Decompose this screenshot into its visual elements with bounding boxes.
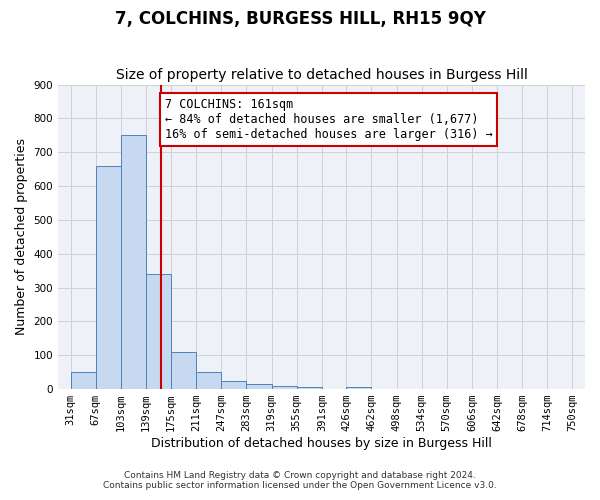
Bar xyxy=(221,380,247,389)
X-axis label: Distribution of detached houses by size in Burgess Hill: Distribution of detached houses by size … xyxy=(151,437,492,450)
Y-axis label: Number of detached properties: Number of detached properties xyxy=(15,138,28,336)
Title: Size of property relative to detached houses in Burgess Hill: Size of property relative to detached ho… xyxy=(116,68,527,82)
Bar xyxy=(171,352,196,389)
Text: Contains HM Land Registry data © Crown copyright and database right 2024.
Contai: Contains HM Land Registry data © Crown c… xyxy=(103,470,497,490)
Bar xyxy=(346,388,371,389)
Bar xyxy=(146,274,171,389)
Bar xyxy=(96,166,121,389)
Bar xyxy=(272,386,297,389)
Bar xyxy=(71,372,96,389)
Bar xyxy=(247,384,272,389)
Bar xyxy=(121,136,146,389)
Bar xyxy=(196,372,221,389)
Bar xyxy=(297,388,322,389)
Text: 7 COLCHINS: 161sqm
← 84% of detached houses are smaller (1,677)
16% of semi-deta: 7 COLCHINS: 161sqm ← 84% of detached hou… xyxy=(165,98,493,141)
Text: 7, COLCHINS, BURGESS HILL, RH15 9QY: 7, COLCHINS, BURGESS HILL, RH15 9QY xyxy=(115,10,485,28)
